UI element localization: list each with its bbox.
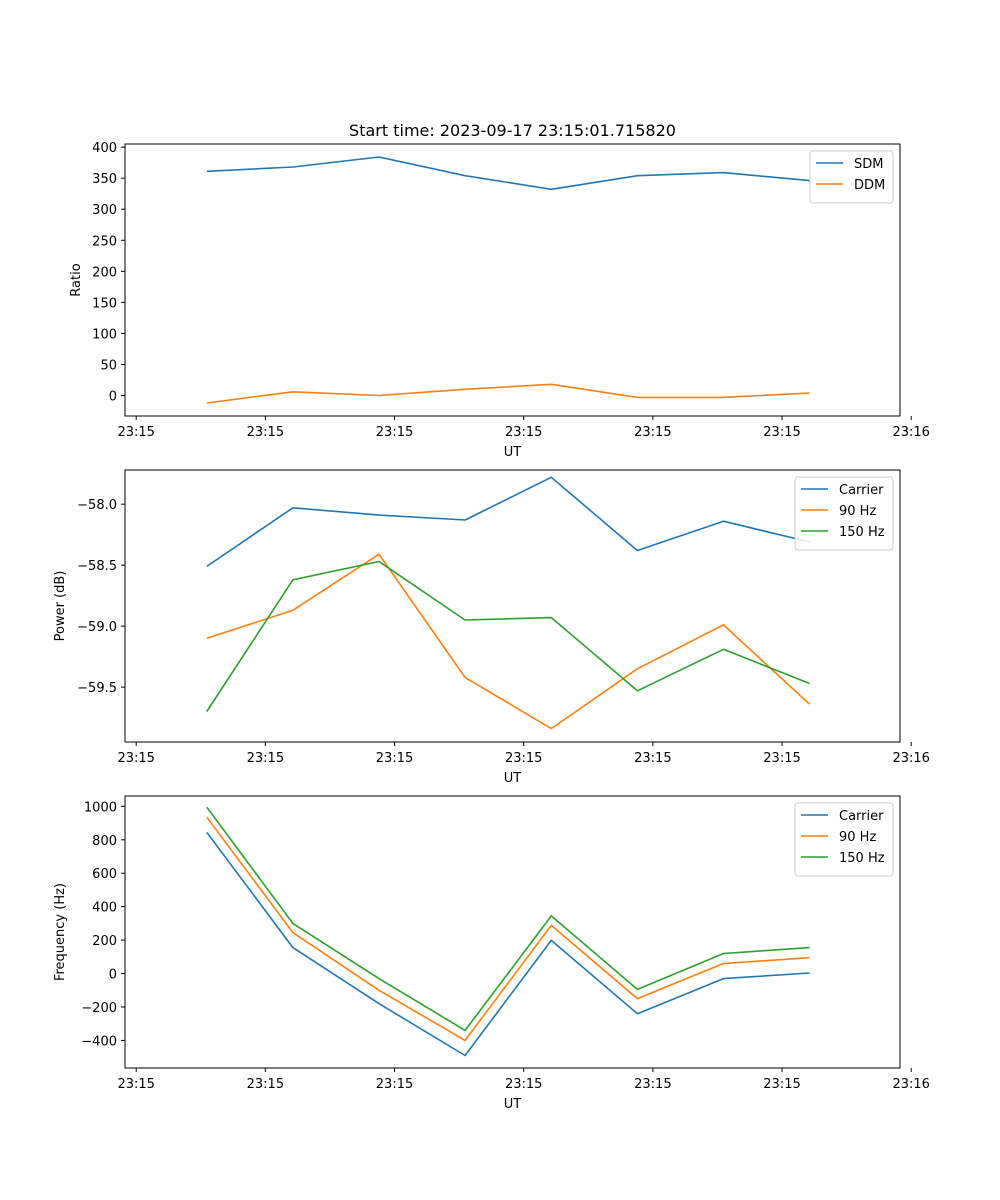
x-tick-label: 23:15 [634,751,671,766]
legend-label: 90 Hz [839,830,876,845]
x-tick-label: 23:15 [763,425,800,440]
x-tick-label: 23:15 [505,1077,542,1092]
y-tick-label: −59.0 [77,620,117,635]
plot-area-frame [124,469,901,743]
series-line-carrier [206,831,810,1057]
y-tick-label: 150 [92,296,117,311]
y-tick-label: 400 [92,901,117,916]
y-tick-label: −58.5 [77,559,117,574]
x-tick-label: 23:15 [763,751,800,766]
x-tick-label: 23:15 [634,1077,671,1092]
x-axis-label: UT [504,1097,522,1112]
legend-label: SDM [854,157,883,172]
series-line-90-hz [206,553,811,730]
legend-label: DDM [854,178,885,193]
x-tick-label: 23:15 [505,425,542,440]
y-tick-label: 200 [92,265,117,280]
x-tick-label: 23:15 [763,1077,800,1092]
chart-panel-3: 23:15 23:15 23:15 23:15 23:15 23:15 23:16 −400 −… [53,795,930,1112]
y-tick-label: 0 [109,390,117,405]
y-tick-label: −200 [81,1001,117,1016]
legend: Carrier 90 Hz 150 Hz [794,802,894,877]
chart-panel-2: 23:15 23:15 23:15 23:15 23:15 23:15 23:16 −59.5… [53,469,930,786]
series-line-90-hz [206,816,810,1042]
chart-panel-1: 23:15 23:15 23:15 23:15 23:15 23:15 23:16 0 50 10… [69,121,930,460]
legend: Carrier 90 Hz 150 Hz [794,476,894,551]
legend-box [809,150,894,204]
y-tick-label: 250 [92,234,117,249]
series-line-carrier [206,476,810,568]
chart-title: Start time: 2023-09-17 23:15:01.715820 [349,121,676,140]
series-line-150-hz [206,560,810,712]
y-tick-label: 350 [92,172,117,187]
x-tick-label: 23:15 [247,751,284,766]
y-tick-label: 400 [92,141,117,156]
x-tick-label: 23:15 [376,751,413,766]
legend-label: 90 Hz [839,504,876,519]
y-tick-label: 600 [92,867,117,882]
y-axis-label: Ratio [69,263,84,296]
legend-label: Carrier [839,483,884,498]
y-tick-label: 200 [92,934,117,949]
x-tick-label: 23:16 [892,751,929,766]
series-line-sdm [206,156,810,191]
y-tick-label: 50 [100,358,117,373]
x-tick-label: 23:15 [117,1077,154,1092]
x-tick-label: 23:15 [117,425,154,440]
x-tick-label: 23:16 [892,1077,929,1092]
legend-label: 150 Hz [839,851,885,866]
legend-label: 150 Hz [839,525,885,540]
y-tick-label: 100 [92,327,117,342]
y-tick-label: 0 [109,968,117,983]
plot-area-frame [124,795,901,1069]
y-tick-label: 1000 [84,800,117,815]
x-tick-label: 23:15 [247,425,284,440]
legend: SDM DDM [809,150,894,204]
x-tick-label: 23:15 [376,1077,413,1092]
x-tick-label: 23:16 [892,425,929,440]
x-tick-label: 23:15 [247,1077,284,1092]
y-tick-label: −400 [81,1034,117,1049]
plot-area-frame [124,143,901,417]
series-line-150-hz [206,806,810,1032]
y-axis-label: Frequency (Hz) [53,883,68,981]
y-tick-label: 800 [92,834,117,849]
y-tick-label: 300 [92,203,117,218]
x-tick-label: 23:15 [376,425,413,440]
series-line-ddm [206,383,810,404]
x-tick-label: 23:15 [117,751,154,766]
x-tick-label: 23:15 [634,425,671,440]
x-axis-label: UT [504,445,522,460]
x-axis-label: UT [504,771,522,786]
y-tick-label: −59.5 [77,681,117,696]
y-axis-label: Power (dB) [53,571,68,642]
legend-label: Carrier [839,809,884,824]
y-tick-label: −58.0 [77,498,117,513]
x-tick-label: 23:15 [505,751,542,766]
